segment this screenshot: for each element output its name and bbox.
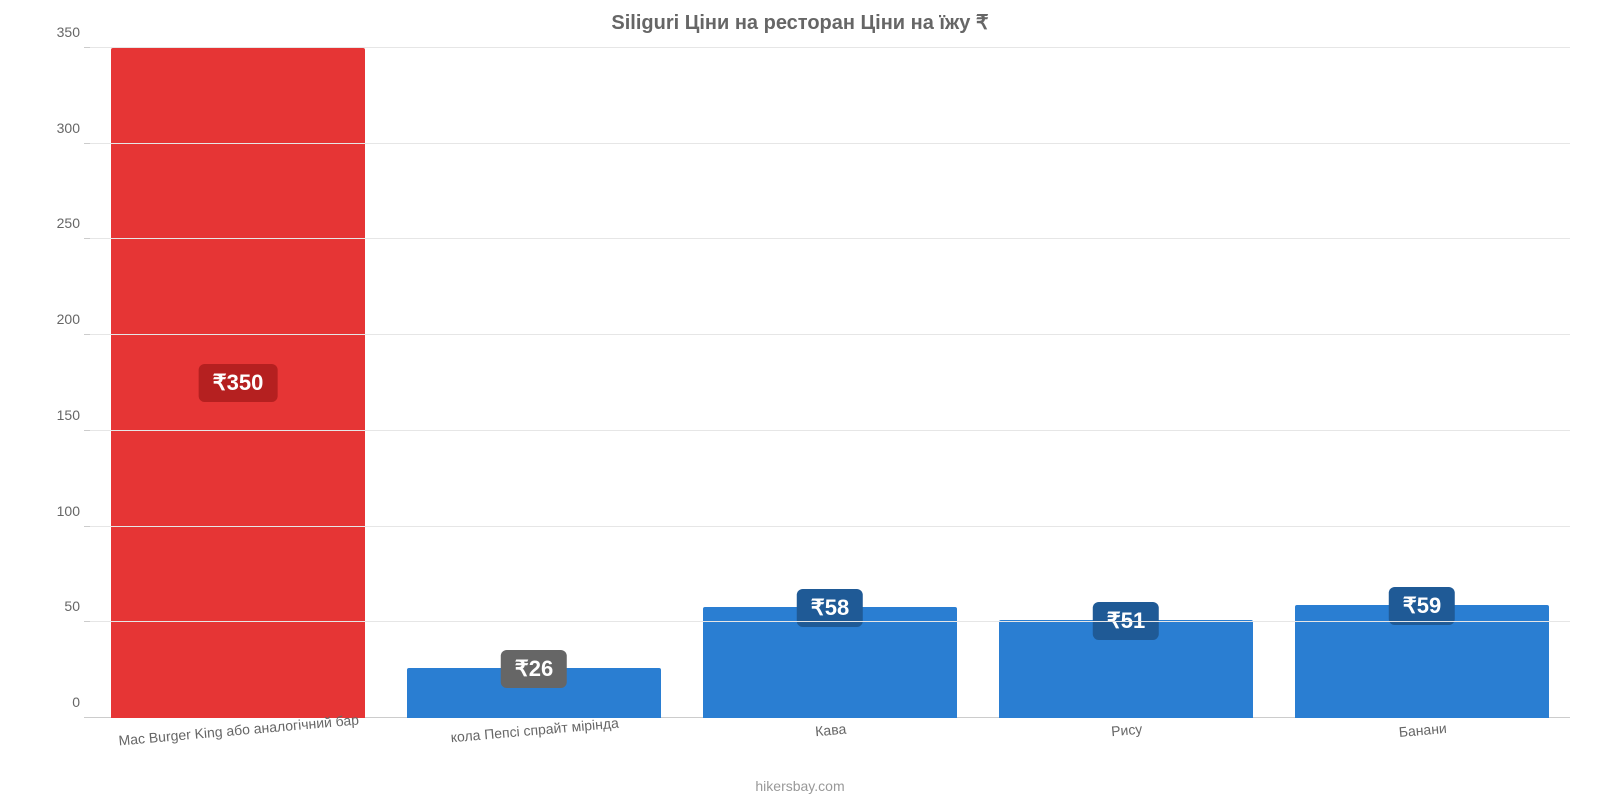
chart-title: Siliguri Ціни на ресторан Ціни на їжу ₹ [0, 10, 1600, 35]
y-tick-label: 250 [57, 215, 90, 231]
y-tick-label: 300 [57, 120, 90, 136]
x-label-slot: Банани [1274, 722, 1570, 772]
y-tick-mark [84, 47, 90, 48]
y-tick-mark [84, 238, 90, 239]
bar-slot: ₹26 [386, 48, 682, 718]
chart-source: hikersbay.com [0, 778, 1600, 794]
y-tick-mark [84, 143, 90, 144]
grid-line [90, 334, 1570, 335]
grid-line [90, 143, 1570, 144]
x-label-slot: Кава [682, 722, 978, 772]
y-tick-mark [84, 621, 90, 622]
bars-container: ₹350 ₹26 ₹58 ₹51 ₹59 [90, 48, 1570, 718]
grid-line [90, 526, 1570, 527]
y-tick-label: 150 [57, 407, 90, 423]
grid-line [90, 47, 1570, 48]
y-tick-label: 50 [64, 598, 90, 614]
x-axis-label: кола Пепсі спрайт мірінда [450, 715, 619, 746]
value-badge: ₹350 [199, 364, 278, 402]
y-tick-label: 350 [57, 24, 90, 40]
bar-slot: ₹51 [978, 48, 1274, 718]
y-tick-mark [84, 717, 90, 718]
bar-slot: ₹59 [1274, 48, 1570, 718]
y-tick-mark [84, 334, 90, 335]
bar: ₹26 [407, 668, 662, 718]
y-tick-label: 0 [72, 694, 90, 710]
grid-line [90, 621, 1570, 622]
bar-slot: ₹58 [682, 48, 978, 718]
bar-slot: ₹350 [90, 48, 386, 718]
bar-chart: Siliguri Ціни на ресторан Ціни на їжу ₹ … [0, 0, 1600, 800]
x-axis-label: Банани [1398, 720, 1447, 740]
y-tick-label: 100 [57, 503, 90, 519]
grid-line [90, 430, 1570, 431]
x-axis-label: Рису [1110, 721, 1142, 740]
value-badge: ₹26 [501, 650, 567, 688]
plot-area: ₹350₹26₹58₹51₹59 050100150200250300350 [90, 48, 1570, 718]
bar: ₹350 [111, 48, 366, 718]
bar: ₹51 [999, 620, 1254, 718]
grid-line [90, 238, 1570, 239]
y-tick-mark [84, 526, 90, 527]
x-axis-label: Кава [815, 721, 847, 740]
x-label-slot: кола Пепсі спрайт мірінда [386, 722, 682, 772]
value-badge: ₹59 [1389, 587, 1455, 625]
y-tick-label: 200 [57, 311, 90, 327]
x-label-slot: Mac Burger King або аналогічний бар [90, 722, 386, 772]
bar: ₹58 [703, 607, 958, 718]
y-tick-mark [84, 430, 90, 431]
x-label-slot: Рису [978, 722, 1274, 772]
x-axis-labels: Mac Burger King або аналогічний баркола … [90, 722, 1570, 772]
